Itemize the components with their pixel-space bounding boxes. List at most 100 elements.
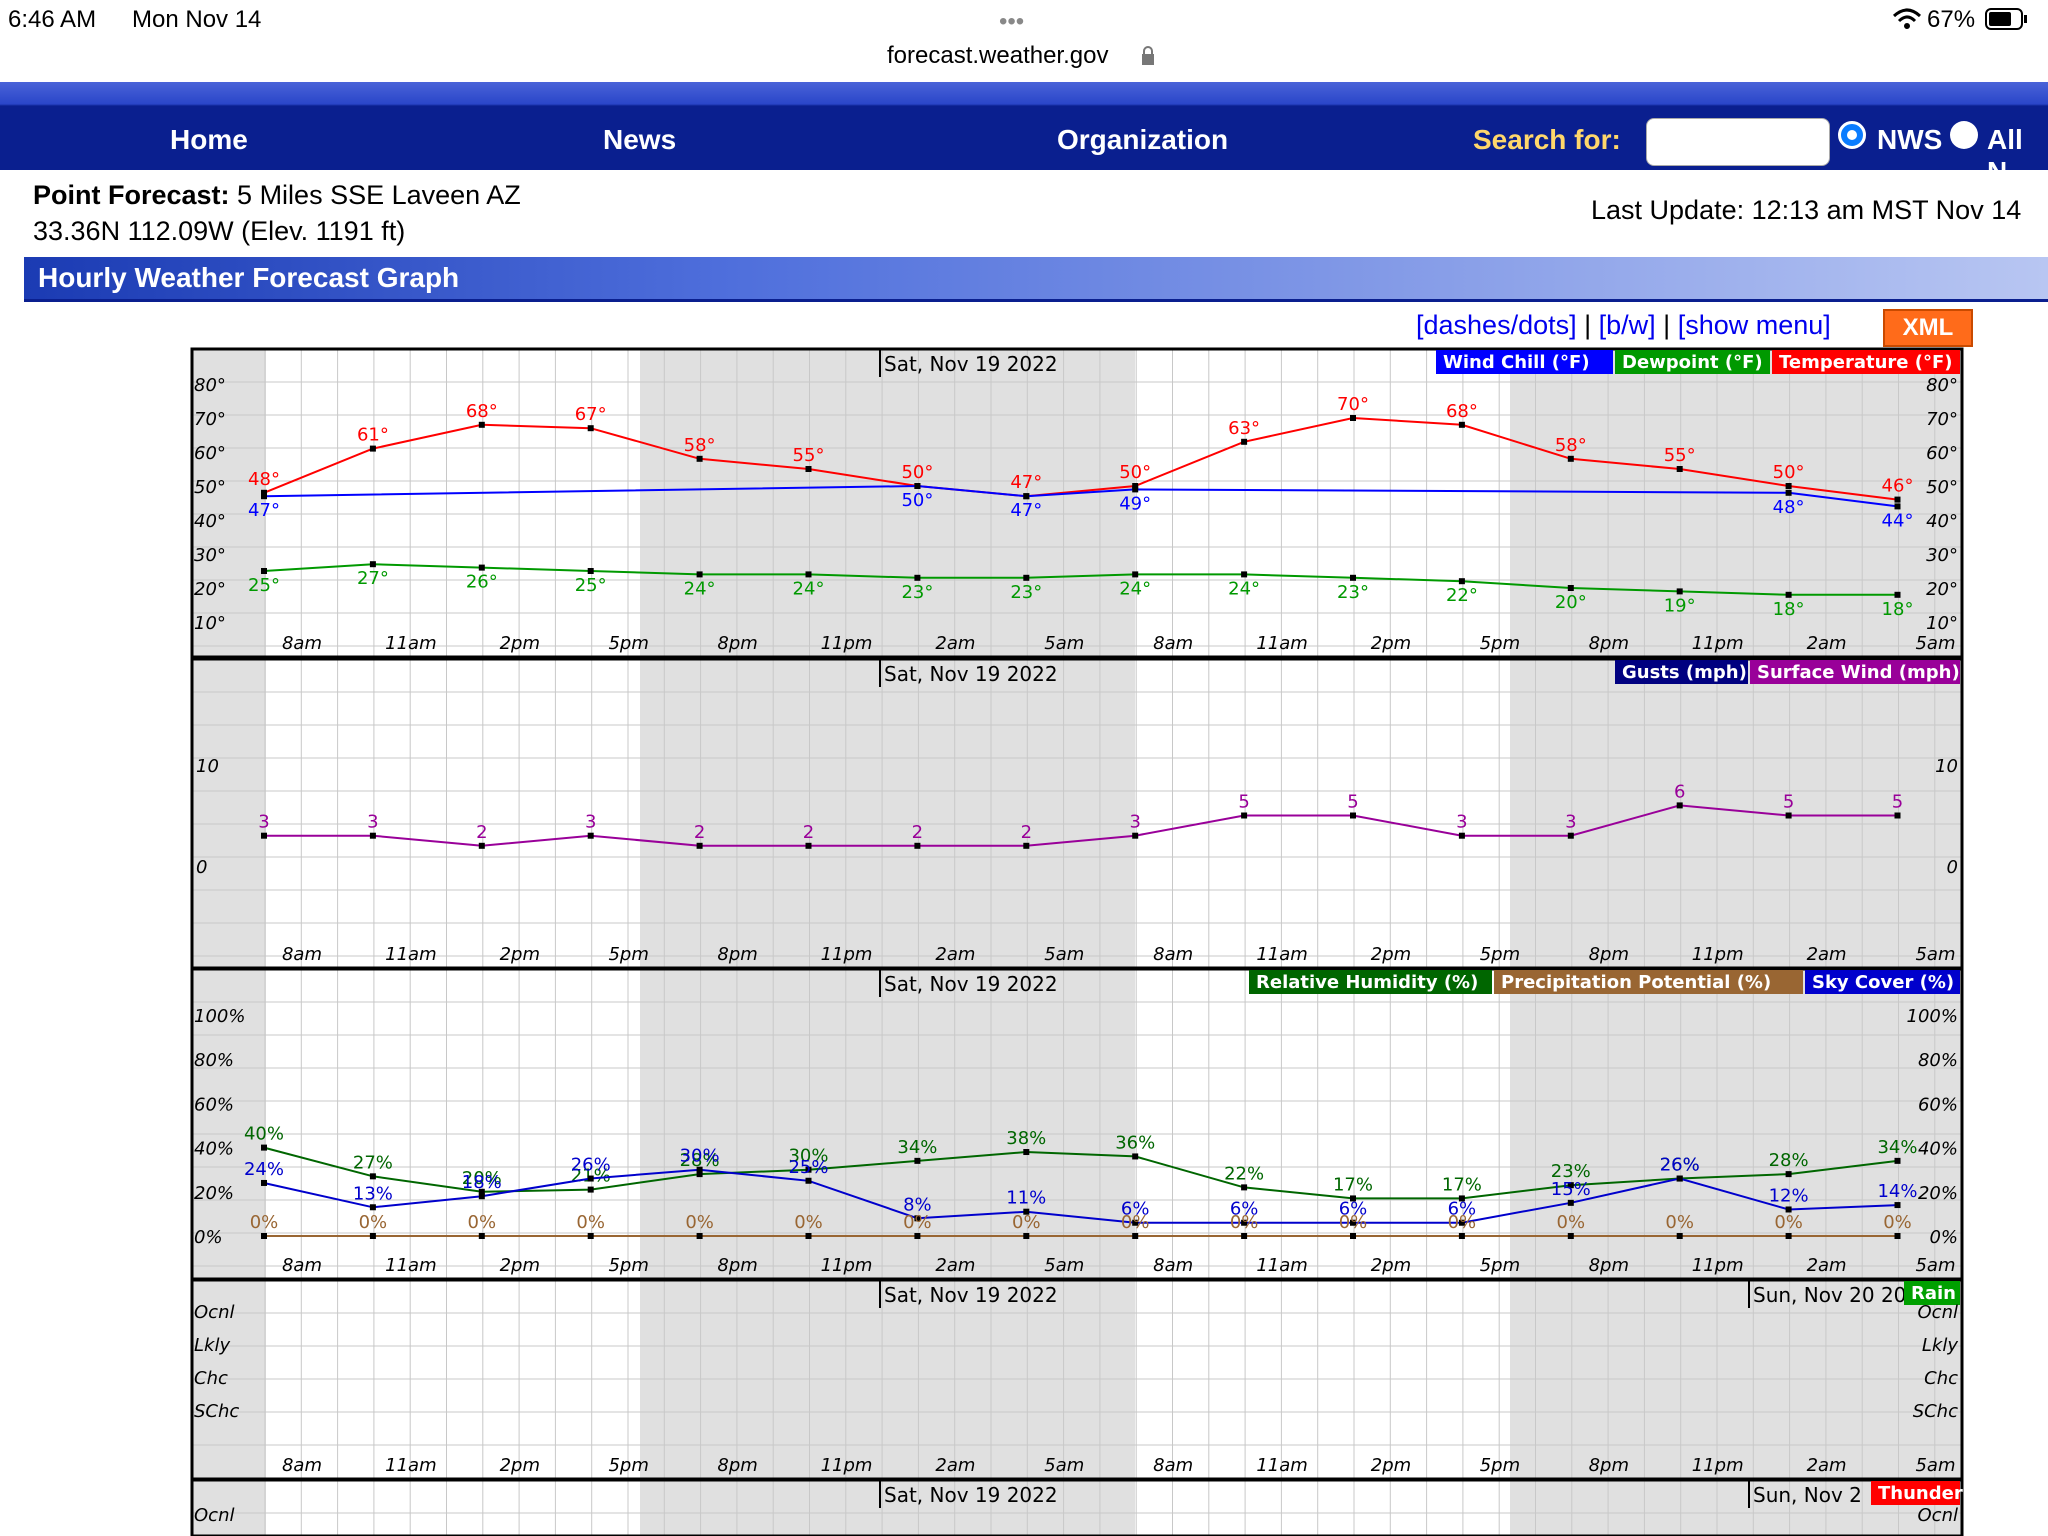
data-point: [369, 832, 376, 839]
date-label-2: Sun, Nov 2: [1753, 1483, 1862, 1507]
y-tick-label-right: 80%: [1918, 1050, 1958, 1071]
data-point: [587, 425, 594, 432]
data-point: [696, 1171, 703, 1178]
x-tick-label: 5pm: [1480, 944, 1520, 965]
radio-nws[interactable]: [1838, 121, 1866, 149]
data-label: 48°: [1773, 497, 1805, 518]
search-input[interactable]: [1646, 118, 1830, 166]
data-point: [1241, 812, 1248, 819]
data-label: 3: [1456, 812, 1467, 833]
y-tick-label-right: 0%: [1929, 1227, 1958, 1248]
data-label: 50°: [901, 490, 933, 511]
bw-link[interactable]: [b/w]: [1598, 310, 1656, 340]
y-tick-label-left: 0%: [194, 1227, 223, 1248]
x-tick-label: 8pm: [717, 1255, 757, 1276]
night-shade: [640, 659, 1135, 968]
data-point: [1023, 493, 1030, 500]
data-label: 46°: [1882, 476, 1914, 497]
series-line: [263, 1168, 1898, 1224]
data-label: 3: [1129, 812, 1140, 833]
x-tick-label: 5pm: [608, 1455, 648, 1476]
y-tick-label-left: 70°: [194, 409, 226, 430]
data-point: [696, 842, 703, 849]
x-tick-label: 2am: [1807, 944, 1847, 965]
data-point: [478, 842, 485, 849]
y-tick-label-right: 60°: [1926, 443, 1958, 464]
nav-home[interactable]: Home: [170, 124, 248, 155]
x-tick-label: 5am: [1044, 1255, 1084, 1276]
data-label: 17%: [1442, 1174, 1482, 1195]
x-tick-label: 11pm: [821, 944, 873, 965]
x-tick-label: 5am: [1915, 1255, 1955, 1276]
data-label: 3: [258, 812, 269, 833]
data-label: 0%: [794, 1212, 823, 1233]
data-point: [478, 421, 485, 428]
x-tick-label: 5pm: [608, 944, 648, 965]
data-point: [914, 842, 921, 849]
data-label: 55°: [1664, 445, 1696, 466]
data-label: 48°: [248, 469, 280, 490]
legend-item: Rain: [1911, 1283, 1956, 1304]
data-label: 61°: [357, 425, 389, 446]
data-point: [1458, 1195, 1465, 1202]
y-tick-label-left: 10°: [194, 613, 226, 634]
x-tick-label: 2pm: [1371, 944, 1411, 965]
show-menu-link[interactable]: [show menu]: [1677, 310, 1831, 340]
x-tick-label: 8pm: [717, 1455, 757, 1476]
data-label: 0%: [1012, 1212, 1041, 1233]
legend-box: [1494, 970, 1803, 994]
x-tick-label: 11pm: [1692, 944, 1744, 965]
data-point: [369, 1233, 376, 1239]
data-label: 25°: [248, 575, 280, 596]
x-tick-label: 2am: [1807, 1255, 1847, 1276]
radio-all[interactable]: [1950, 121, 1978, 149]
dashes-dots-link[interactable]: [dashes/dots]: [1416, 310, 1577, 340]
nav-organization[interactable]: Organization: [1057, 124, 1229, 155]
y-tick-label-left: 60%: [194, 1094, 234, 1115]
legend-item: Temperature (°F): [1779, 352, 1953, 373]
y-tick-label-right: 80°: [1926, 375, 1958, 396]
data-point: [1785, 1233, 1792, 1239]
y-tick-label-right: 20°: [1926, 579, 1958, 600]
data-label: 6%: [1230, 1199, 1259, 1220]
y-tick-label-right: 0: [1947, 857, 1958, 878]
lock-icon: [1142, 46, 1154, 65]
url-text[interactable]: forecast.weather.gov: [887, 42, 1109, 69]
data-label: 5: [1783, 792, 1794, 813]
data-point: [1567, 1199, 1574, 1206]
data-label: 44°: [1882, 510, 1914, 531]
data-label: 12%: [1769, 1185, 1809, 1206]
data-point: [1785, 1206, 1792, 1213]
xml-button[interactable]: XML: [1883, 309, 1973, 347]
x-tick-label: 8pm: [717, 944, 757, 965]
data-point: [696, 571, 703, 578]
legend-box: [1750, 660, 1960, 684]
x-tick-label: 2pm: [500, 633, 540, 654]
y-tick-label-left: 30°: [194, 545, 226, 566]
data-label: 58°: [1555, 435, 1587, 456]
data-point: [1458, 421, 1465, 428]
data-label: 0%: [359, 1212, 388, 1233]
date-label: Sat, Nov 19 2022: [884, 1283, 1058, 1307]
data-label: 5: [1347, 792, 1358, 813]
x-tick-label: 8pm: [1589, 633, 1629, 654]
data-point: [261, 1233, 267, 1239]
data-point: [1241, 1184, 1248, 1191]
legend-box: [1249, 970, 1492, 994]
data-label: 63°: [1228, 418, 1260, 439]
data-label: 0%: [1665, 1212, 1694, 1233]
x-tick-label: 2am: [935, 1455, 975, 1476]
y-tick-label-left: 80°: [194, 375, 226, 396]
legend-item: Gusts (mph): [1622, 662, 1747, 683]
data-label: 34%: [1877, 1137, 1917, 1158]
data-point: [1785, 812, 1792, 819]
legend-box: [1805, 970, 1960, 994]
x-tick-label: 8am: [282, 633, 322, 654]
data-point: [1894, 591, 1901, 598]
legend-box: [1436, 350, 1613, 374]
more-dots-icon[interactable]: •••: [999, 8, 1025, 35]
data-point: [805, 571, 812, 578]
nav-news[interactable]: News: [603, 124, 677, 155]
data-point: [1241, 571, 1248, 578]
data-point: [1023, 574, 1030, 581]
